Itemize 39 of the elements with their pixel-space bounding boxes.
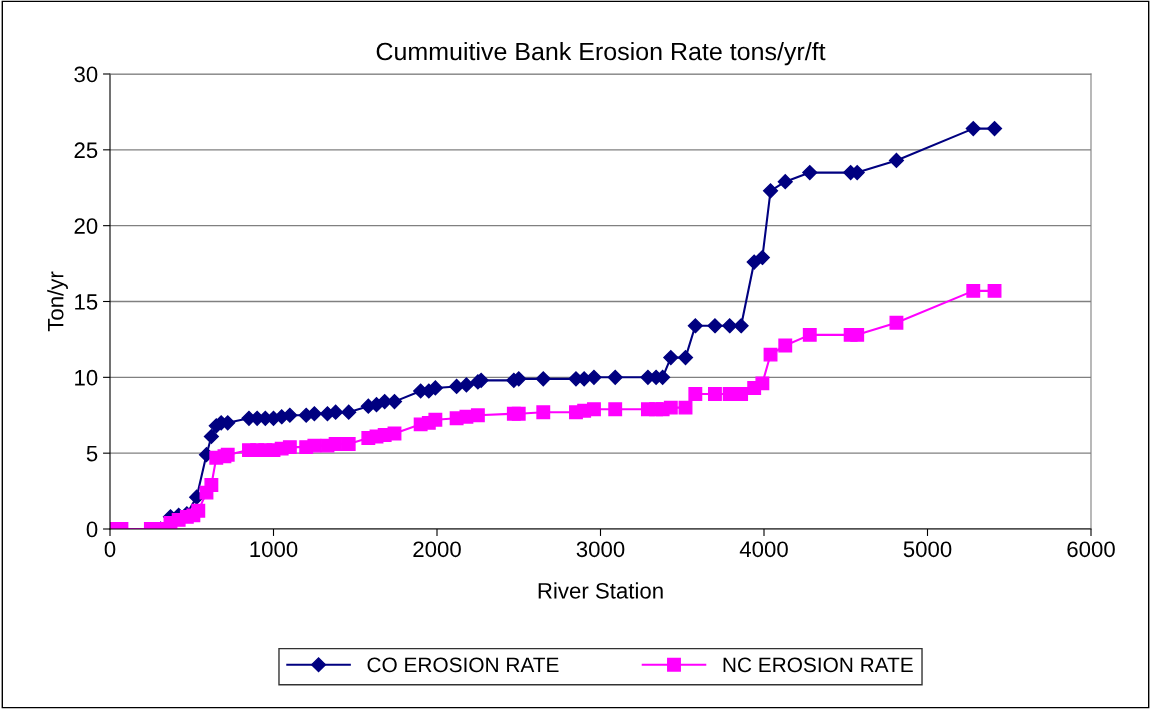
point (687, 318, 703, 334)
point (965, 121, 981, 137)
point (722, 318, 738, 334)
x-tick-label: 1000 (250, 541, 298, 558)
x-tick-label: 0 (104, 541, 116, 558)
x-axis-title: River Station (538, 582, 663, 599)
point (586, 369, 602, 385)
point (777, 174, 793, 190)
point (762, 183, 779, 199)
point (707, 318, 723, 334)
y-tick-label: 30 (74, 66, 98, 83)
x-tick-label: 3000 (576, 541, 625, 558)
x-tick-label: 6000 (1067, 541, 1115, 558)
y-tick-label: 0 (86, 521, 98, 538)
point (458, 377, 475, 393)
point (733, 318, 749, 334)
x-tick-label: 4000 (739, 541, 788, 558)
point (607, 369, 623, 385)
point (986, 121, 1003, 137)
y-tick-label: 15 (75, 294, 98, 310)
y-tick-label: 10 (75, 369, 98, 386)
point (754, 249, 770, 266)
legend-label: NC EROSION RATE (723, 657, 913, 673)
point (677, 350, 694, 366)
x-tick-label: 5000 (903, 541, 952, 558)
point (888, 152, 905, 169)
point (663, 350, 679, 366)
point (341, 404, 357, 420)
point (535, 371, 551, 387)
legend-label: CO EROSION RATE (367, 657, 559, 673)
y-tick-label: 20 (74, 218, 98, 234)
point (203, 428, 219, 445)
y-axis-title: Ton/yr (47, 271, 68, 332)
chart-title: Cummuitive Bank Erosion Rate tons/yr/ft (376, 41, 826, 66)
point (802, 165, 818, 181)
y-tick-label: 25 (74, 142, 98, 159)
x-tick-label: 2000 (413, 541, 461, 558)
point (328, 404, 344, 420)
y-tick-label: 5 (86, 445, 98, 462)
